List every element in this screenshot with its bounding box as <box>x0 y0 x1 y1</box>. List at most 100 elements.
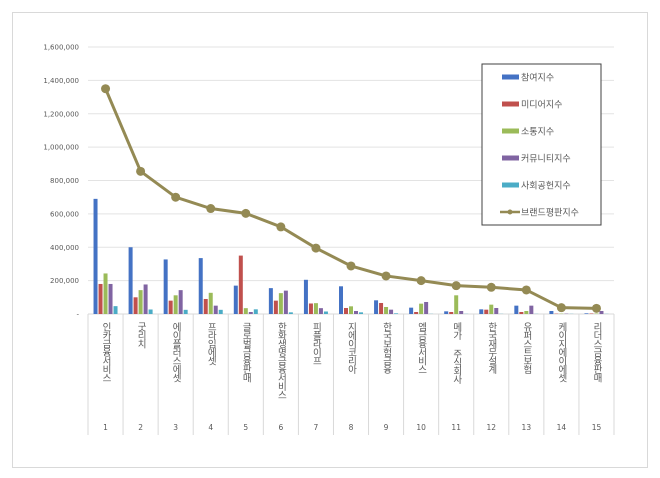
line-point-2 <box>136 166 146 176</box>
y-tick-label: 800,000 <box>50 177 79 185</box>
y-tick-label: 400,000 <box>50 244 79 252</box>
bar-3-15 <box>594 313 599 314</box>
y-tick-label: 200,000 <box>50 277 79 285</box>
bar-3-11 <box>454 295 459 314</box>
bar-5-8 <box>359 312 363 314</box>
bar-1-2 <box>128 247 133 314</box>
bar-5-7 <box>323 311 328 314</box>
bar-3-7 <box>313 303 318 314</box>
bar-1-3 <box>163 259 168 314</box>
bar-4-12 <box>494 307 499 314</box>
bar-3-10 <box>419 303 424 314</box>
bar-2-7 <box>308 303 313 314</box>
bar-1-9 <box>374 300 379 314</box>
rank-label: 5 <box>243 423 248 432</box>
bar-3-1 <box>103 273 108 314</box>
y-tick-label: - <box>76 311 79 319</box>
category-label: 엠금융서비스 <box>416 321 427 373</box>
line-point-6 <box>276 222 286 232</box>
bar-2-1 <box>98 283 103 314</box>
line-point-8 <box>346 261 356 271</box>
bar-4-6 <box>283 290 288 314</box>
y-tick-label: 1,000,000 <box>43 144 79 152</box>
line-point-4 <box>206 204 216 214</box>
bar-5-5 <box>253 309 258 314</box>
legend-label: 미디어지수 <box>521 100 562 111</box>
rank-label: 12 <box>486 423 496 432</box>
y-tick-label: 1,600,000 <box>43 44 79 52</box>
rank-label: 4 <box>208 423 213 432</box>
legend-marker <box>507 209 513 215</box>
rank-label: 8 <box>349 423 354 432</box>
bar-5-6 <box>288 312 293 314</box>
category-label: 메가 주식회사 <box>451 322 462 385</box>
bar-1-10 <box>409 307 414 314</box>
legend-box <box>481 63 602 226</box>
bar-2-11 <box>449 311 454 314</box>
rank-label: 6 <box>278 423 283 432</box>
category-label: 지에이코리아 <box>346 322 357 375</box>
y-tick-label: 1,200,000 <box>43 110 79 118</box>
category-label: 프라임에셋 <box>205 322 216 366</box>
line-point-9 <box>381 271 391 281</box>
line-point-13 <box>521 285 531 295</box>
y-tick-label: 600,000 <box>50 210 79 218</box>
bar-2-9 <box>379 302 384 314</box>
line-point-5 <box>241 208 251 218</box>
bar-4-11 <box>459 310 464 314</box>
bar-2-15 <box>589 313 594 314</box>
category-label: 유퍼스트보험 <box>521 322 532 374</box>
bar-1-14 <box>549 310 554 314</box>
legend-swatch <box>502 182 519 188</box>
bar-2-10 <box>414 311 419 314</box>
bar-2-12 <box>484 309 489 314</box>
line-point-1 <box>101 84 111 94</box>
line-point-11 <box>451 281 461 291</box>
bar-5-4 <box>218 309 223 314</box>
bar-4-2 <box>143 284 148 314</box>
bar-3-4 <box>208 292 213 314</box>
line-point-15 <box>591 303 601 313</box>
rank-label: 3 <box>173 423 178 432</box>
bar-5-3 <box>183 309 188 314</box>
category-label: 한국보험금융 <box>381 322 392 374</box>
legend-label: 사회공헌지수 <box>521 181 571 192</box>
bar-1-11 <box>444 311 449 314</box>
bar-1-5 <box>233 285 238 314</box>
bar-4-3 <box>178 290 183 314</box>
bar-4-5 <box>248 311 253 314</box>
rank-label: 1 <box>103 423 108 432</box>
rank-label: 2 <box>138 423 143 432</box>
bar-2-4 <box>203 298 208 314</box>
bar-3-9 <box>384 306 389 314</box>
bar-2-5 <box>238 255 243 314</box>
rank-label: 10 <box>416 423 426 432</box>
rank-label: 7 <box>314 423 319 432</box>
bar-4-4 <box>213 305 218 314</box>
legend-label: 참여지수 <box>521 72 554 84</box>
rank-label: 15 <box>592 423 602 432</box>
legend-swatch <box>502 74 519 80</box>
legend-swatch <box>502 101 519 107</box>
legend-label: 브랜드평판지수 <box>521 208 579 219</box>
line-point-10 <box>416 276 426 286</box>
bar-1-1 <box>93 198 98 314</box>
legend-label: 소통지수 <box>521 127 554 138</box>
bar-3-6 <box>278 293 283 314</box>
line-point-14 <box>556 303 566 313</box>
legend-label: 커뮤니티지수 <box>521 154 571 165</box>
bar-3-5 <box>243 308 248 314</box>
line-point-12 <box>486 282 496 292</box>
category-label: 케이지에이에셋 <box>556 322 567 383</box>
bar-3-13 <box>524 310 529 314</box>
bar-5-9 <box>394 313 399 314</box>
bar-2-3 <box>168 300 173 314</box>
category-label: 한국재무설계 <box>486 322 497 375</box>
chart-frame <box>12 12 648 468</box>
category-label: 인카금융서비스 <box>100 322 111 382</box>
bar-3-2 <box>138 290 143 314</box>
bar-2-13 <box>519 311 524 314</box>
bar-1-13 <box>514 305 519 314</box>
